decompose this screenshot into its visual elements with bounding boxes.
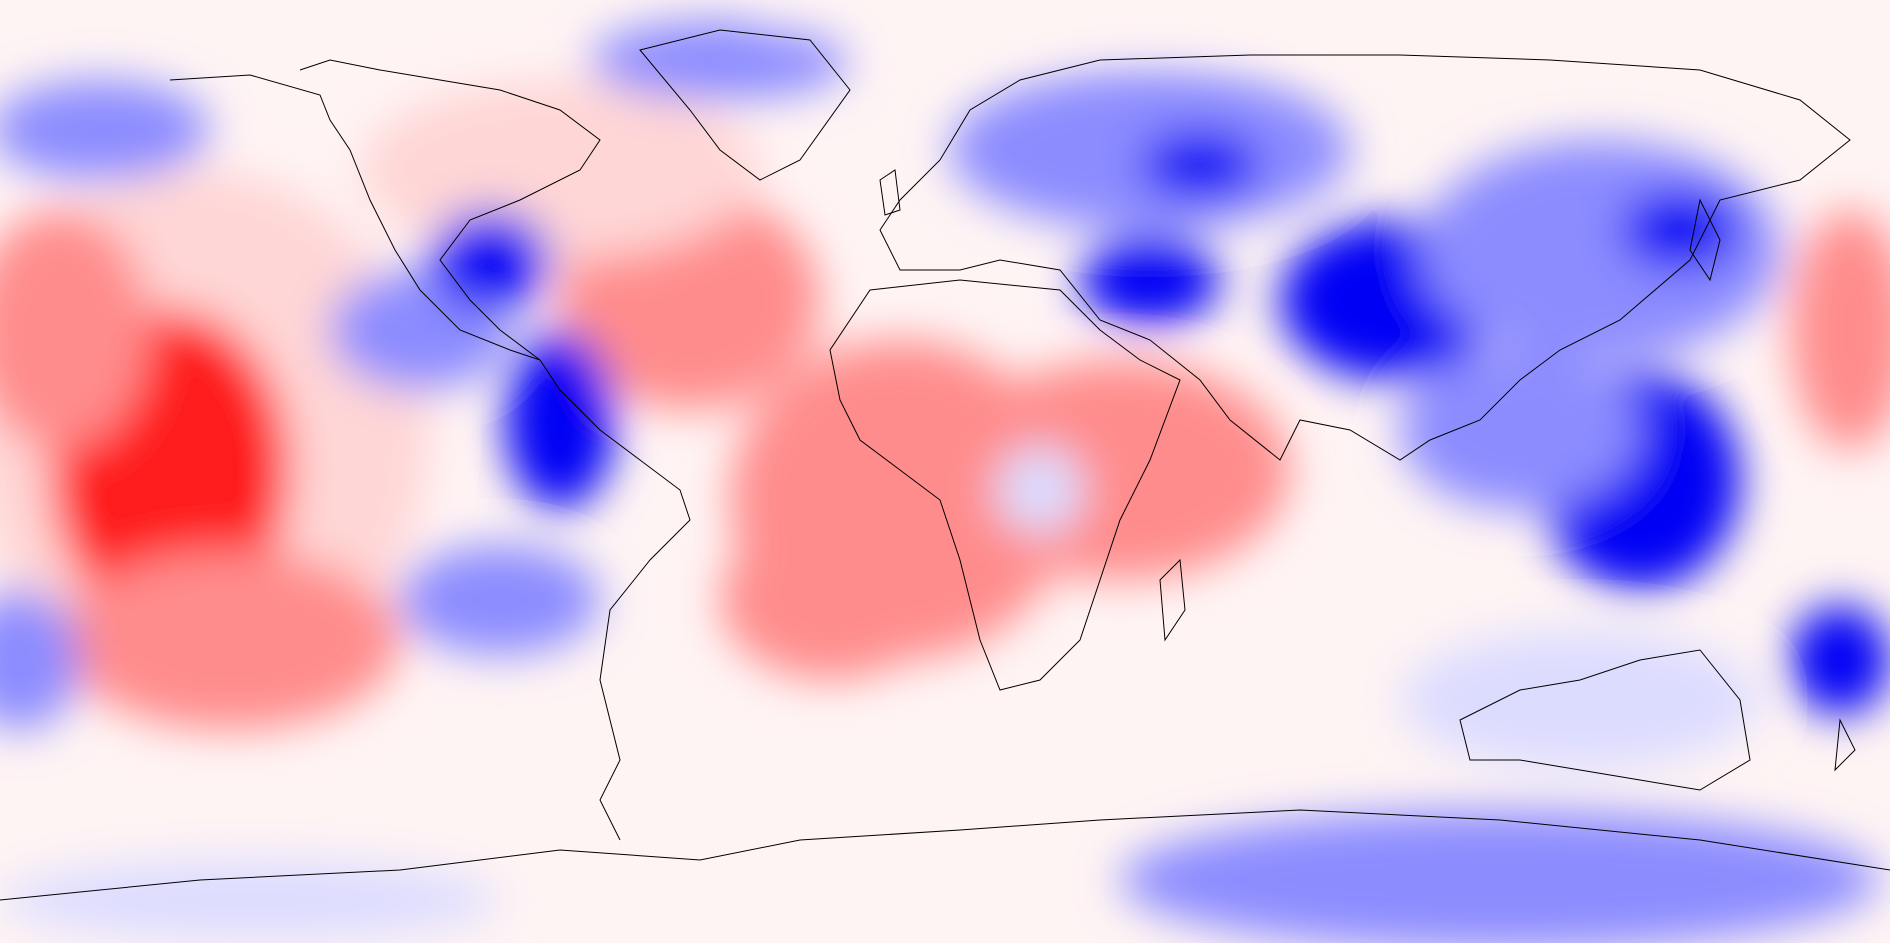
coastline-australia [1459, 649, 1751, 791]
cold-anomaly-middle-east [1080, 235, 1220, 325]
cold-anomaly-south-america-west [505, 330, 615, 510]
cold-anomaly-patagonia [400, 545, 600, 655]
cold-anomaly-central-pacific-west [0, 590, 80, 730]
coastline-antarctica [0, 809, 1890, 901]
cold-anomaly-indonesia [1400, 350, 1640, 510]
cold-anomaly-antarctica [1120, 810, 1880, 943]
coastline-japan [1689, 198, 1721, 282]
cold-anomaly-central-africa [995, 445, 1085, 535]
cold-anomaly-japan [1620, 190, 1740, 270]
neutral-arctic [750, 0, 1450, 40]
coastlines [0, 29, 1890, 901]
warm-anomaly-pacific-south [60, 550, 400, 730]
cold-anomaly-alaska [0, 80, 210, 180]
cold-anomaly-central-asia [1140, 130, 1260, 200]
coastline-north-america [169, 59, 691, 841]
coastline-greenland [639, 29, 851, 181]
cold-anomaly-greenland [590, 20, 850, 100]
coastline-africa [829, 279, 1181, 691]
cold-anomaly-east-pacific-tropics [1790, 605, 1890, 715]
coastline-uk [879, 169, 901, 216]
warm-anomaly-pacific-west [0, 210, 150, 450]
warm-anomaly-north-america [360, 80, 760, 260]
cold-anomaly-canada [430, 210, 550, 310]
warm-anomaly-east-pacific [1790, 210, 1890, 450]
coastline-madagascar [1159, 558, 1186, 642]
cold-anomaly-australia [1400, 630, 1760, 770]
coastline-new-zealand [1834, 718, 1856, 772]
coastline-eurasia [879, 54, 1851, 461]
cold-anomaly-southern-ocean-west [0, 860, 500, 940]
warm-anomaly-south-atlantic [720, 520, 940, 680]
